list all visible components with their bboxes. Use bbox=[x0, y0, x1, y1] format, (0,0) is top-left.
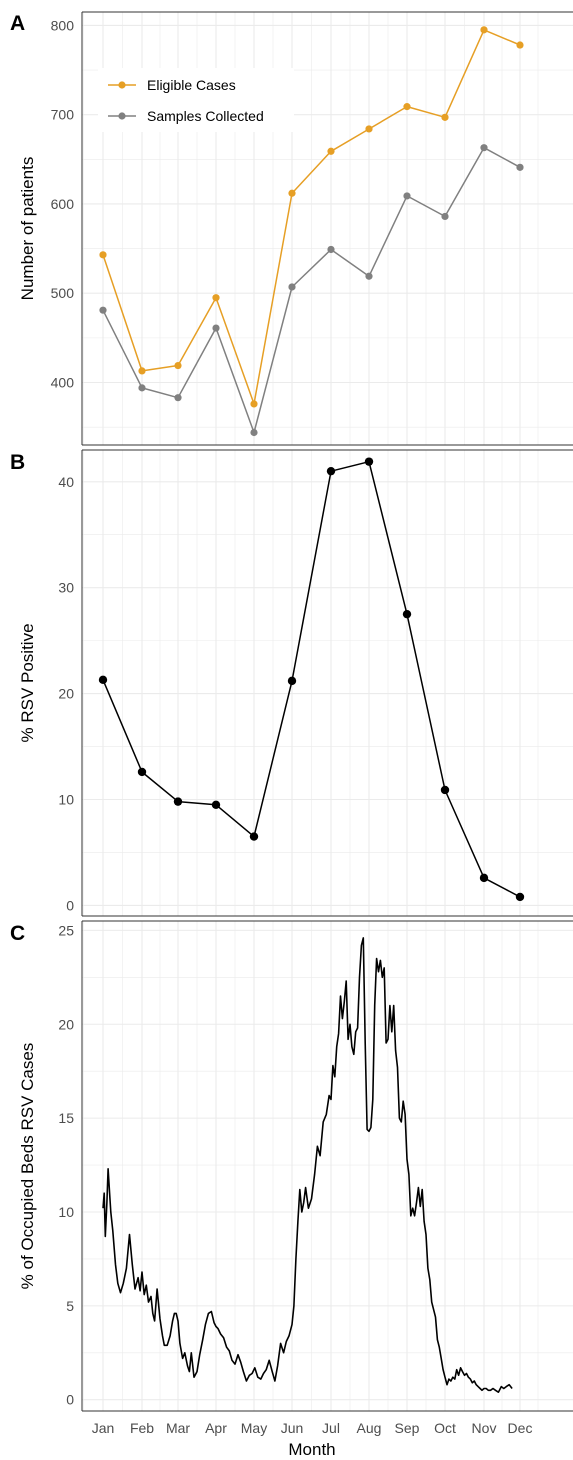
legend: Eligible Cases Samples Collected bbox=[98, 68, 294, 132]
x-tick-label: Aug bbox=[357, 1420, 382, 1436]
x-tick-label: Jun bbox=[281, 1420, 304, 1436]
data-point bbox=[516, 163, 524, 171]
series-line-main bbox=[102, 460, 521, 898]
data-point bbox=[99, 306, 107, 314]
data-point bbox=[288, 189, 296, 197]
data-point bbox=[441, 113, 449, 121]
data-point bbox=[326, 466, 336, 476]
data-point bbox=[98, 675, 108, 685]
y-tick-label: 30 bbox=[58, 580, 74, 596]
data-point bbox=[402, 609, 412, 619]
data-point bbox=[99, 251, 107, 259]
y-axis-label: % RSV Positive bbox=[18, 623, 37, 742]
x-tick-label: Dec bbox=[508, 1420, 533, 1436]
y-tick-label: 10 bbox=[58, 1204, 74, 1220]
data-point bbox=[327, 245, 335, 254]
y-tick-label: 25 bbox=[58, 922, 74, 938]
y-tick-label: 20 bbox=[58, 686, 74, 702]
y-tick-label: 20 bbox=[58, 1016, 74, 1032]
y-tick-label: 40 bbox=[58, 474, 74, 490]
x-tick-label: Mar bbox=[166, 1420, 190, 1436]
series-line-main bbox=[102, 937, 513, 1393]
y-tick-label: 400 bbox=[51, 375, 75, 391]
data-point bbox=[137, 767, 147, 777]
y-tick-label: 15 bbox=[58, 1110, 74, 1126]
panel-letter: A bbox=[10, 12, 25, 35]
legend-label: Samples Collected bbox=[147, 108, 264, 124]
y-tick-label: 5 bbox=[66, 1298, 74, 1314]
y-axis-label: Number of patients bbox=[18, 157, 37, 301]
x-tick-label: Nov bbox=[472, 1420, 497, 1436]
data-point bbox=[327, 147, 335, 155]
panel-letter: C bbox=[10, 922, 25, 945]
data-point bbox=[212, 324, 220, 332]
data-point bbox=[515, 892, 525, 902]
y-tick-label: 800 bbox=[51, 17, 75, 33]
data-point bbox=[365, 125, 373, 133]
data-point bbox=[211, 800, 221, 809]
data-point bbox=[138, 384, 146, 392]
legend-box bbox=[98, 68, 294, 132]
data-point bbox=[516, 41, 524, 49]
data-point bbox=[250, 400, 258, 408]
y-tick-label: 0 bbox=[66, 897, 74, 913]
x-tick-label: Feb bbox=[130, 1420, 154, 1436]
x-axis-label: Month bbox=[288, 1440, 335, 1459]
panel-A: 400 500 600 700 800 Number of patients A Eligib… bbox=[10, 11, 573, 446]
legend-key-point bbox=[118, 112, 126, 120]
y-tick-label: 0 bbox=[66, 1392, 74, 1408]
y-tick-label: 700 bbox=[51, 107, 75, 123]
y-tick-label: 10 bbox=[58, 792, 74, 808]
gridlines bbox=[82, 450, 573, 916]
data-point bbox=[138, 367, 146, 375]
x-tick-label: Jul bbox=[322, 1420, 340, 1436]
data-point bbox=[287, 676, 297, 686]
data-point bbox=[173, 797, 183, 806]
series-line-samples-collected bbox=[102, 146, 521, 434]
panel-letter: B bbox=[10, 451, 25, 474]
y-axis-label: % of Occupied Beds RSV Cases bbox=[18, 1043, 37, 1290]
data-point bbox=[288, 283, 296, 291]
data-point bbox=[480, 144, 488, 152]
data-point bbox=[403, 192, 411, 200]
data-point bbox=[364, 457, 374, 466]
data-point bbox=[441, 212, 449, 221]
data-point bbox=[250, 428, 258, 437]
series-line-eligible-cases bbox=[102, 29, 521, 405]
legend-key-point bbox=[118, 81, 126, 89]
panel-B: 0 10 20 30 40 % RSV Positive B bbox=[10, 449, 573, 917]
data-point bbox=[479, 873, 489, 883]
x-tick-label: May bbox=[241, 1420, 267, 1436]
data-point bbox=[440, 785, 450, 795]
data-point bbox=[365, 272, 373, 280]
data-point bbox=[480, 26, 488, 34]
legend-label: Eligible Cases bbox=[147, 77, 236, 93]
data-point bbox=[403, 103, 411, 111]
x-tick-label: Jan bbox=[92, 1420, 115, 1436]
data-point bbox=[174, 394, 182, 402]
data-point bbox=[249, 832, 259, 841]
gridlines bbox=[82, 921, 573, 1411]
x-tick-label: Oct bbox=[434, 1420, 456, 1436]
x-tick-label: Apr bbox=[205, 1420, 227, 1436]
data-point bbox=[174, 361, 182, 370]
y-tick-label: 500 bbox=[51, 285, 75, 301]
y-tick-label: 600 bbox=[51, 196, 75, 212]
x-tick-label: Sep bbox=[395, 1420, 420, 1436]
panel-C: 0 5 10 15 20 25 % of Occupied Beds RSV Cases C J… bbox=[10, 920, 573, 1459]
data-point bbox=[212, 294, 220, 302]
